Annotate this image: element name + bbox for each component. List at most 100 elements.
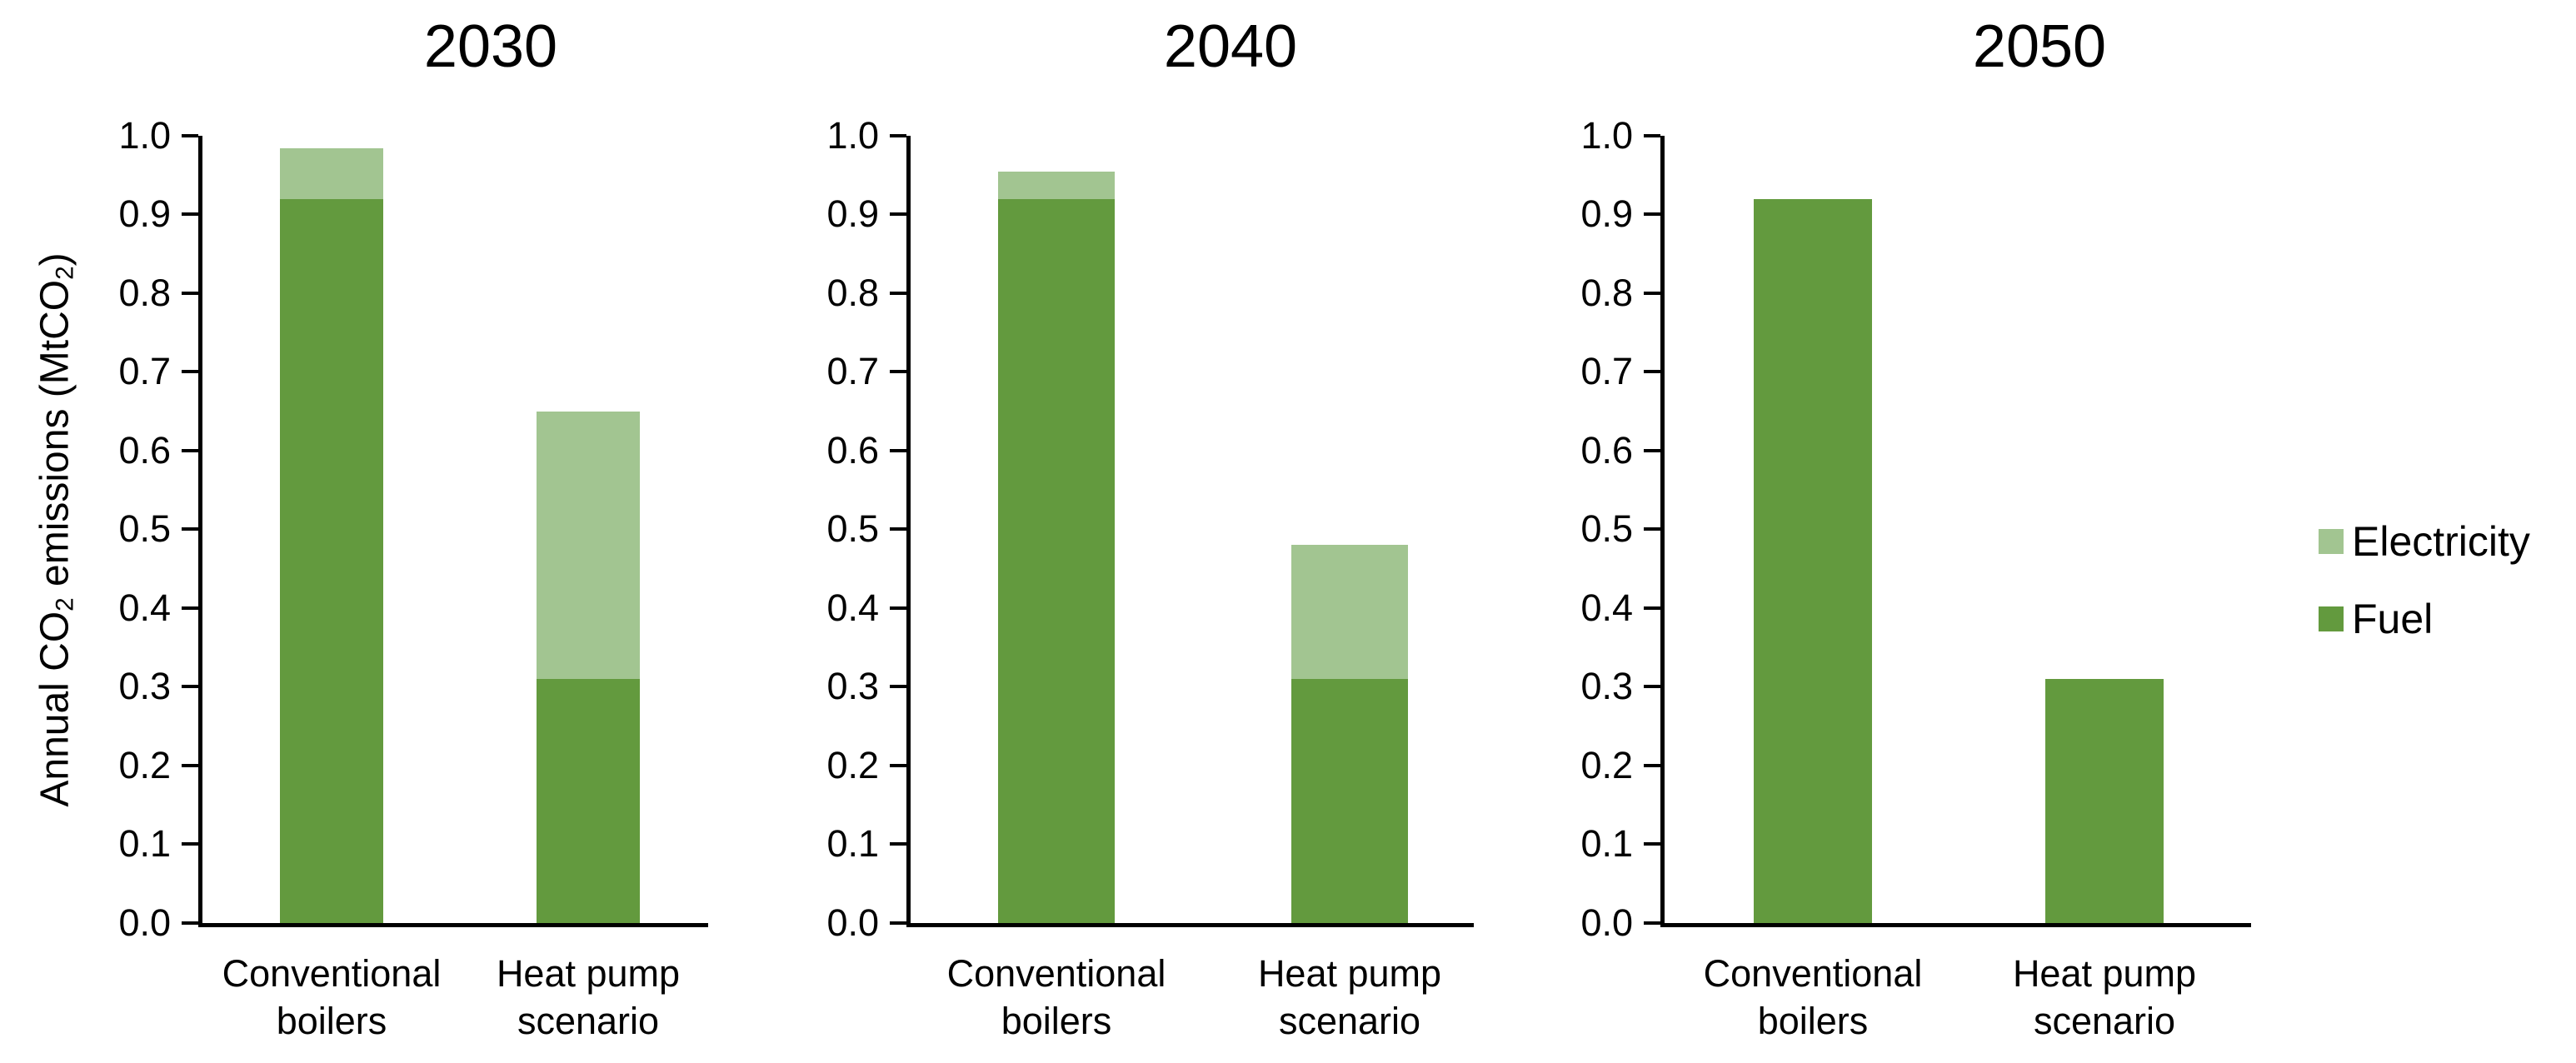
- y-tick-label: 0.4: [826, 586, 879, 629]
- y-tick-label: 0.7: [118, 350, 171, 392]
- y-tick-mark: [1644, 292, 1660, 295]
- category-label-line: Heat pump: [2012, 952, 2197, 995]
- y-tick-mark: [1644, 527, 1660, 531]
- y-tick-mark: [890, 764, 906, 767]
- y-tick-label: 0.6: [118, 429, 171, 472]
- category-label-line: scenario: [517, 1000, 660, 1042]
- y-tick-mark: [1644, 764, 1660, 767]
- y-tick-label: 1.0: [826, 114, 879, 157]
- y-tick-label: 0.4: [118, 586, 171, 629]
- y-tick-label: 0.8: [826, 272, 879, 314]
- legend-label-fuel: Fuel: [2352, 596, 2434, 642]
- y-tick-mark: [890, 842, 906, 846]
- y-tick-label: 0.2: [1580, 744, 1633, 786]
- y-tick-mark: [182, 370, 198, 373]
- y-tick-mark: [890, 370, 906, 373]
- y-tick-label: 0.5: [826, 507, 879, 550]
- category-label-line: Conventional: [946, 952, 1166, 995]
- y-tick-label: 0.3: [1580, 665, 1633, 707]
- y-tick-mark: [182, 527, 198, 531]
- y-tick-mark: [890, 527, 906, 531]
- y-tick-label: 1.0: [118, 114, 171, 157]
- category-label-line: Conventional: [222, 952, 442, 995]
- y-tick-mark: [1644, 370, 1660, 373]
- y-axis-line: [906, 136, 911, 927]
- category-label-heat-pump-scenario: Heat pump scenario: [1208, 950, 1491, 1045]
- y-tick-mark: [182, 606, 198, 610]
- bar-2050-conventional-boilers-fuel: [1754, 199, 1872, 923]
- y-tick-mark: [890, 292, 906, 295]
- category-label-line: boilers: [276, 1000, 387, 1042]
- y-tick-mark: [182, 449, 198, 452]
- bar-2030-conventional-boilers-fuel: [280, 199, 383, 923]
- bar-2030-conventional-boilers-electricity: [280, 148, 383, 199]
- legend-entry-electricity: Electricity: [2319, 518, 2530, 565]
- y-tick-label: 0.0: [118, 901, 171, 944]
- legend-label-electricity: Electricity: [2352, 518, 2530, 565]
- y-axis-title-text: ): [32, 252, 77, 267]
- y-tick-label: 0.8: [1580, 272, 1633, 314]
- panel-title-2050: 2050: [1972, 13, 2107, 80]
- x-axis-line: [1660, 923, 2251, 927]
- category-label-conventional-boilers: Conventional boilers: [190, 950, 473, 1045]
- category-label-heat-pump-scenario: Heat pump scenario: [1963, 950, 2246, 1045]
- y-axis-line: [1660, 136, 1665, 927]
- y-tick-mark: [890, 606, 906, 610]
- y-tick-mark: [182, 842, 198, 846]
- y-tick-label: 0.0: [1580, 901, 1633, 944]
- category-label-line: Heat pump: [496, 952, 681, 995]
- y-tick-mark: [1644, 921, 1660, 925]
- y-tick-label: 0.5: [118, 507, 171, 550]
- bar-2030-heat-pump-scenario-electricity: [537, 412, 640, 679]
- bar-2040-conventional-boilers-fuel: [998, 199, 1115, 923]
- bar-2030-heat-pump-scenario-fuel: [537, 679, 640, 923]
- y-tick-label: 0.7: [826, 350, 879, 392]
- y-tick-mark: [182, 134, 198, 137]
- category-label-line: scenario: [2033, 1000, 2176, 1042]
- y-tick-mark: [182, 212, 198, 216]
- category-label-line: boilers: [1757, 1000, 1869, 1042]
- y-tick-label: 0.8: [118, 272, 171, 314]
- y-tick-label: 0.3: [826, 665, 879, 707]
- bar-2040-heat-pump-scenario-electricity: [1291, 545, 1408, 679]
- y-tick-mark: [182, 292, 198, 295]
- legend-entry-fuel: Fuel: [2319, 596, 2433, 642]
- y-tick-label: 0.9: [826, 192, 879, 235]
- x-axis-line: [906, 923, 1474, 927]
- y-tick-label: 0.2: [826, 744, 879, 786]
- y-tick-mark: [182, 685, 198, 688]
- category-label-line: Conventional: [1703, 952, 1923, 995]
- category-label-conventional-boilers: Conventional boilers: [915, 950, 1198, 1045]
- y-tick-label: 0.9: [1580, 192, 1633, 235]
- y-tick-label: 0.4: [1580, 586, 1633, 629]
- category-label-conventional-boilers: Conventional boilers: [1671, 950, 1954, 1045]
- panel-title-2030: 2030: [423, 13, 558, 80]
- y-tick-mark: [890, 921, 906, 925]
- y-tick-label: 0.5: [1580, 507, 1633, 550]
- y-tick-label: 0.0: [826, 901, 879, 944]
- y-axis-line: [198, 136, 202, 927]
- electricity-swatch-icon: [2319, 529, 2344, 554]
- y-tick-mark: [1644, 842, 1660, 846]
- category-label-line: scenario: [1278, 1000, 1421, 1042]
- y-tick-label: 0.3: [118, 665, 171, 707]
- y-tick-label: 0.6: [826, 429, 879, 472]
- category-label-line: boilers: [1001, 1000, 1112, 1042]
- fuel-swatch-icon: [2319, 606, 2344, 631]
- category-label-heat-pump-scenario: Heat pump scenario: [447, 950, 730, 1045]
- x-axis-line: [198, 923, 708, 927]
- y-tick-label: 0.6: [1580, 429, 1633, 472]
- bar-2050-heat-pump-scenario-fuel: [2045, 679, 2164, 923]
- y-tick-mark: [890, 685, 906, 688]
- y-tick-label: 0.9: [118, 192, 171, 235]
- y-tick-label: 0.1: [1580, 822, 1633, 865]
- y-tick-label: 0.1: [118, 822, 171, 865]
- y-tick-mark: [1644, 449, 1660, 452]
- y-tick-mark: [1644, 134, 1660, 137]
- y-tick-mark: [890, 134, 906, 137]
- bar-2040-conventional-boilers-electricity: [998, 172, 1115, 199]
- y-tick-mark: [1644, 685, 1660, 688]
- y-tick-label: 1.0: [1580, 114, 1633, 157]
- category-label-line: Heat pump: [1257, 952, 1442, 995]
